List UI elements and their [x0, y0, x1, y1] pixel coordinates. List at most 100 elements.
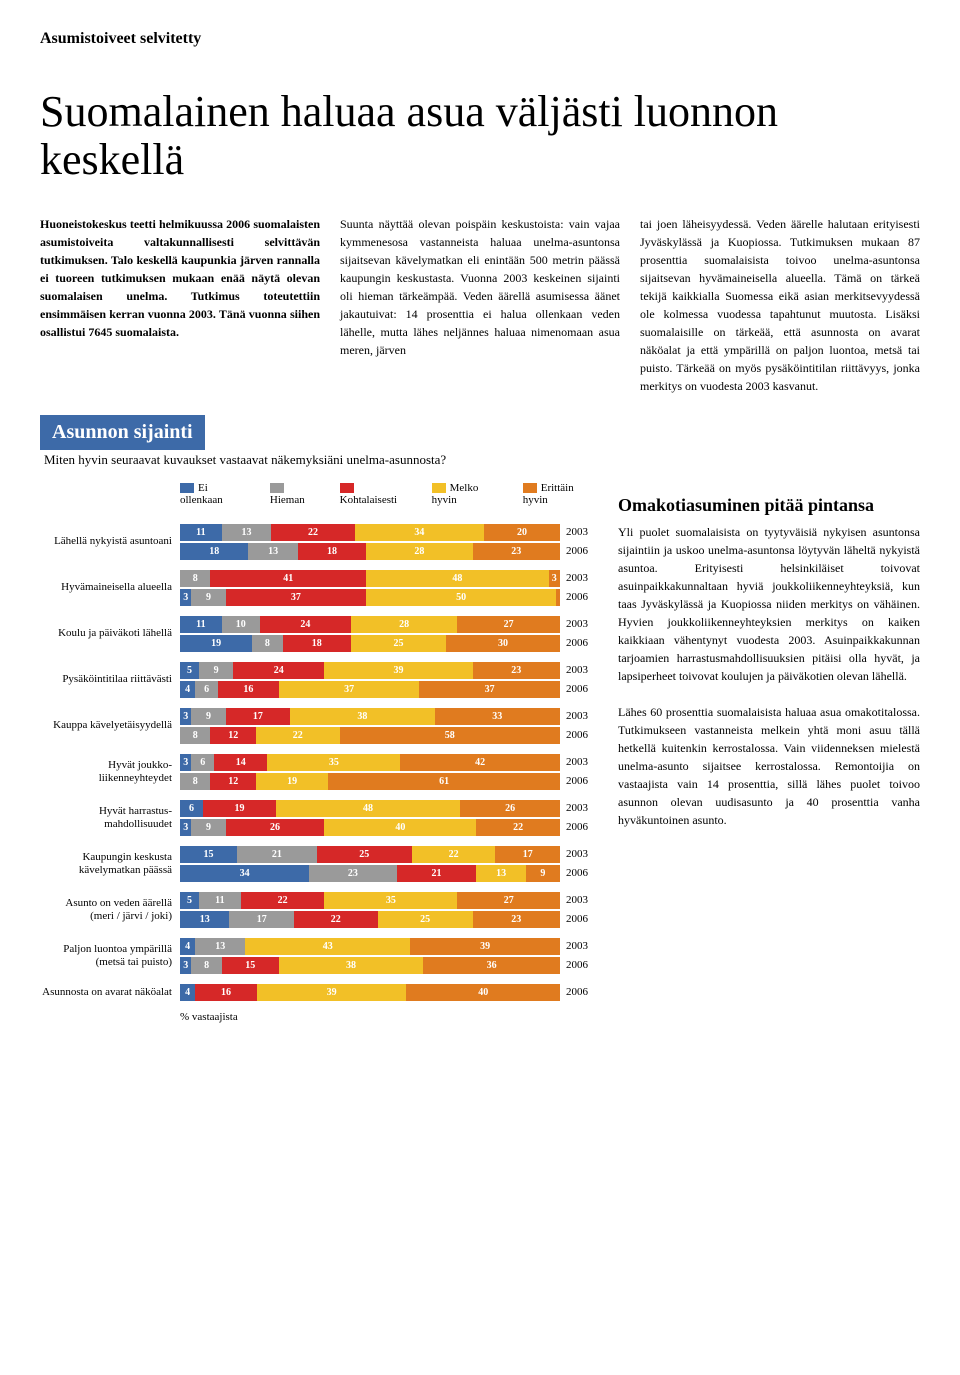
chart-legend: Ei ollenkaan Hieman Kohtalaisesti Melko hyv… — [40, 482, 600, 506]
bar-segment: 19 — [180, 635, 252, 652]
bar-segment: 8 — [191, 957, 221, 974]
bar-segment: 26 — [226, 819, 325, 836]
bar-segment: 33 — [435, 708, 560, 725]
bar-year: 2003 — [566, 800, 600, 817]
bar-segment: 8 — [180, 570, 210, 587]
bar: 46163737 — [180, 681, 560, 698]
bar-segment: 4 — [180, 681, 195, 698]
bar-group: 36143542 8121961 — [180, 750, 560, 794]
bar-year: 2006 — [566, 727, 600, 744]
bar-segment: 37 — [279, 681, 420, 698]
bar-segment: 4 — [180, 984, 195, 1001]
bar-segment: 5 — [180, 662, 199, 679]
bar-label: Asunto on veden äärellä (meri / järvi / … — [40, 897, 180, 922]
bar-segment: 12 — [210, 727, 256, 744]
bar-segment: 16 — [218, 681, 279, 698]
bar-year: 2006 — [566, 865, 600, 882]
col2-body: Suunta näyttää olevan poispäin keskustoi… — [340, 215, 620, 359]
bar: 8121961 — [180, 773, 560, 790]
chart-title: Asunnon sijainti — [40, 415, 205, 450]
bar: 198182530 — [180, 635, 560, 652]
bar-year: 2003 — [566, 754, 600, 771]
bar-year: 2006 — [566, 957, 600, 974]
bar-segment: 38 — [290, 708, 434, 725]
bar-segment: 24 — [260, 616, 351, 633]
bar-group: 1110242827 198182530 — [180, 612, 560, 656]
bar-segment: 9 — [526, 865, 560, 882]
side-body: Yli puolet suomalaisista on tyytyväisiä … — [618, 523, 920, 829]
bar-segment: 26 — [460, 800, 560, 817]
bar-segment: 3 — [549, 570, 560, 587]
bar: 1113223420 — [180, 524, 560, 541]
bar-segment: 23 — [473, 662, 560, 679]
bar-segment: 8 — [180, 773, 210, 790]
bar-segment: 42 — [400, 754, 560, 771]
bar-segment: 4 — [180, 938, 195, 955]
bar-segment: 16 — [195, 984, 256, 1001]
bar-segment: 24 — [233, 662, 324, 679]
bar-segment: 18 — [180, 543, 248, 560]
bar-segment: 37 — [419, 681, 560, 698]
year-col: 2003 2006 — [560, 612, 600, 656]
bar-segment: 28 — [366, 543, 472, 560]
bar-segment: 5 — [180, 892, 199, 909]
bar-segment: 23 — [473, 911, 560, 928]
bar-segment: 21 — [237, 846, 317, 863]
legend-item: Kohtalaisesti — [340, 482, 414, 506]
bar: 36143542 — [180, 754, 560, 771]
bar-year: 2006 — [566, 589, 600, 606]
year-col: 2003 2006 — [560, 750, 600, 794]
bar: 1813182823 — [180, 543, 560, 560]
legend-item: Hieman — [270, 482, 322, 506]
bar-segment: 40 — [406, 984, 560, 1001]
bar-segment: 9 — [191, 819, 225, 836]
year-col: 20032006 — [560, 658, 600, 702]
bar-segment: 23 — [473, 543, 560, 560]
bar-group: 391738338122258 — [180, 704, 560, 748]
bar-group: 619482639264022 — [180, 796, 560, 840]
legend-item: Melko hyvin — [432, 482, 505, 506]
bar-segment: 6 — [180, 800, 203, 817]
bar-segment: 61 — [328, 773, 560, 790]
bar: 4163940 — [180, 984, 560, 1001]
chart-subtitle: Miten hyvin seuraavat kuvaukset vastaava… — [40, 452, 920, 468]
bar-segment: 34 — [180, 865, 309, 882]
bar-segment: 23 — [309, 865, 396, 882]
bar-segment: 14 — [214, 754, 267, 771]
bar-segment: 9 — [191, 589, 225, 606]
bar-segment: 6 — [191, 754, 214, 771]
bar-segment: 13 — [180, 911, 229, 928]
year-col: 2006 — [560, 980, 600, 1005]
bar-segment: 30 — [446, 635, 560, 652]
bar-segment: 38 — [279, 957, 423, 974]
bar-segment: 15 — [222, 957, 279, 974]
bar-label: Hyvät harrastus- mahdollisuudet — [40, 805, 180, 830]
legend-item: Erittäin hyvin — [523, 482, 600, 506]
bar-segment: 18 — [283, 635, 351, 652]
bar: 511223527 — [180, 892, 560, 909]
bar: 38153836 — [180, 957, 560, 974]
bar-year: 2006 — [566, 773, 600, 790]
bar-segment: 22 — [256, 727, 340, 744]
bar-segment: 12 — [210, 773, 256, 790]
bar: 59243923 — [180, 662, 560, 679]
bar: 393750 — [180, 589, 560, 606]
bar-segment: 35 — [267, 754, 400, 771]
bar-year: 2006 — [566, 911, 600, 928]
year-col: 20032006 — [560, 796, 600, 840]
bar-year: 2003 — [566, 616, 600, 633]
bar: 1317222523 — [180, 911, 560, 928]
bar: 342321139 — [180, 865, 560, 882]
bar-group: 841483393750 — [180, 566, 560, 610]
bar-year: 2006 — [566, 635, 600, 652]
col1-lead: Huoneistokeskus teetti helmikuussa 2006 … — [40, 215, 320, 341]
bar-segment: 17 — [226, 708, 291, 725]
bar-segment: 41 — [210, 570, 366, 587]
legend-item: Ei ollenkaan — [180, 482, 252, 506]
bar: 1110242827 — [180, 616, 560, 633]
bar-segment: 8 — [252, 635, 282, 652]
bar-label: Kaupungin keskusta kävelymatkan päässä — [40, 851, 180, 876]
bar-year: 2003 — [566, 662, 600, 679]
bar-label: Hyvät joukko- liikenneyhteydet — [40, 759, 180, 784]
bar-label: Pysäköintitilaa riittävästi — [40, 673, 180, 686]
